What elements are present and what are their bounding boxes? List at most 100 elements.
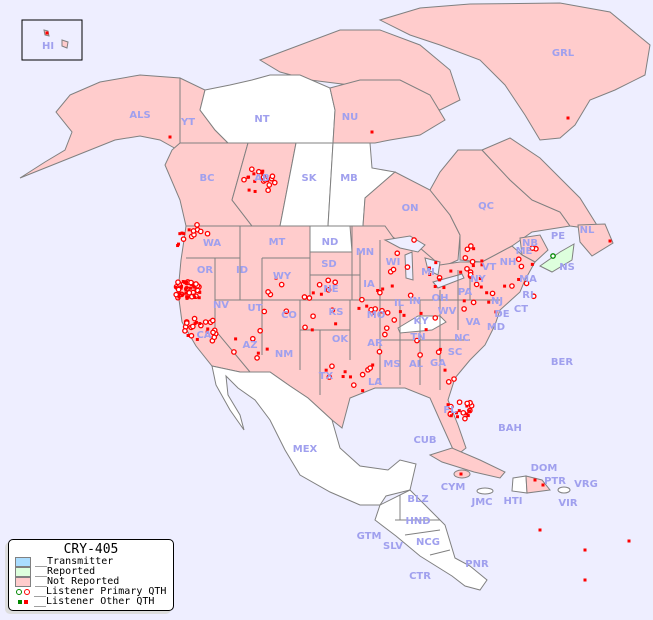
listener-primary-qth-marker [248,166,255,173]
listener-other-qth-marker [627,539,631,543]
region-label-md: MD [487,322,505,333]
listener-primary-qth-marker [265,187,271,194]
listener-primary-qth-marker [325,286,332,293]
listener-primary-qth-marker [197,228,204,235]
listener-other-qth-marker [456,415,460,419]
listener-other-qth-marker [357,306,361,310]
region-label-mb: MB [340,173,358,184]
listener-primary-qth-marker [316,281,323,288]
listener-primary-qth-marker [464,265,470,272]
region-label-ca: CA [196,330,211,341]
region-label-vt: VT [482,262,497,273]
region-label-yt: YT [180,117,195,128]
listener-other-qth-marker [443,368,447,372]
listener-primary-qth-marker [515,256,522,263]
legend-label: __Transmitter [35,556,114,567]
region-label-pe: PE [551,231,565,242]
listener-other-qth-marker [372,311,376,315]
listener-other-qth-marker [442,286,446,290]
listener-primary-qth-marker [210,329,216,336]
listener-other-qth-marker [361,389,365,393]
region-label-ct: CT [514,304,528,315]
listener-other-qth-marker [174,285,178,289]
region-label-co: CO [281,310,297,321]
listener-other-qth-marker [428,266,432,270]
listener-primary-qth-marker [414,337,420,344]
listener-other-qth-marker [487,300,491,304]
region-label-ri: RI [522,290,533,301]
listener-other-qth-marker [185,286,189,290]
region-label-ber: BER [551,357,573,368]
listener-other-qth-marker [480,259,484,263]
region-label-ok: OK [332,334,350,345]
region-cub-shape [428,447,506,479]
region-labels: HI ALS YT NT NU GRL BC AB SK MB ON QC NL NB PE NS WA OR ID… [42,41,598,582]
listener-other-qth-marker [566,116,570,120]
listener-other-qth-marker [371,363,375,367]
region-label-ky: KY [414,316,430,327]
region-label-mi: MI [421,267,435,278]
listener-other-qth-marker [398,310,402,314]
listener-primary-qth-marker [467,271,474,278]
legend: CRY-405 __Transmitter __Reported __Not R… [8,539,174,611]
listener-other-qth-marker [260,171,264,175]
region-label-nl: NL [580,225,595,236]
listener-other-qth-marker [459,472,463,476]
listener-primary-qth-marker [257,327,264,334]
listener-primary-qth-marker [186,289,193,296]
listener-primary-qth-marker [265,289,271,295]
legend-item-reported: __Reported [9,567,173,577]
region-label-jmc: JMC [470,497,492,508]
listener-primary-qth-marker [390,266,397,273]
listener-primary-qth-marker [241,176,247,183]
listener-other-qth-marker [583,548,587,552]
region-label-ab: AB [254,173,269,184]
listener-other-qth-marker [184,291,188,295]
region-label-nm: NM [275,349,293,360]
listener-primary-qth-marker [301,294,308,300]
region-label-bc: BC [200,173,215,184]
region-label-nc: NC [454,333,470,344]
listener-other-qth-marker [438,347,442,351]
legend-item-transmitter: __Transmitter [9,557,173,567]
state-borders [186,226,500,395]
legend-item-primary-qth: __Listener Primary QTH [9,587,173,597]
listener-other-qth-marker [197,296,201,300]
listener-other-qth-marker [261,169,265,173]
listener-other-qth-marker [459,270,463,274]
listener-primary-qth-marker [325,277,332,284]
listener-primary-qth-marker [350,382,357,388]
listener-other-qth-marker [186,333,190,337]
listener-primary-qth-marker [529,245,536,251]
listener-other-qth-marker [193,322,197,326]
listener-other-qth-marker [533,478,537,482]
listener-primary-qth-marker [489,290,496,297]
region-label-va: VA [466,317,481,328]
listener-other-qth-marker [253,179,257,183]
listener-other-qth-marker [517,277,521,281]
region-jmc-shape [476,487,494,495]
listener-primary-qth-marker [530,293,537,300]
region-label-dom: DOM [531,463,558,474]
region-label-de: DE [494,309,509,320]
listener-primary-qth-marker [191,315,198,322]
listener-other-qth-marker [402,313,406,317]
region-label-or: OR [197,265,214,276]
listener-primary-qth-marker [391,317,398,323]
hawaii-inset [21,19,83,61]
listener-other-qth-marker [381,287,385,291]
region-label-hti: HTI [504,496,523,507]
region-label-als: ALS [129,110,150,121]
listener-other-qth-marker [530,262,534,266]
listener-primary-qth-marker [283,308,290,315]
region-label-ns: NS [559,262,575,273]
region-hti-shape [511,475,528,494]
region-ns-shape [539,243,575,273]
region-label-il: IL [394,298,405,309]
listener-other-qth-marker [253,189,257,193]
region-mex-shape [211,365,417,506]
listener-primary-qth-marker [394,250,401,257]
listener-primary-qth-marker [462,415,468,422]
listener-primary-qth-marker [368,306,374,313]
